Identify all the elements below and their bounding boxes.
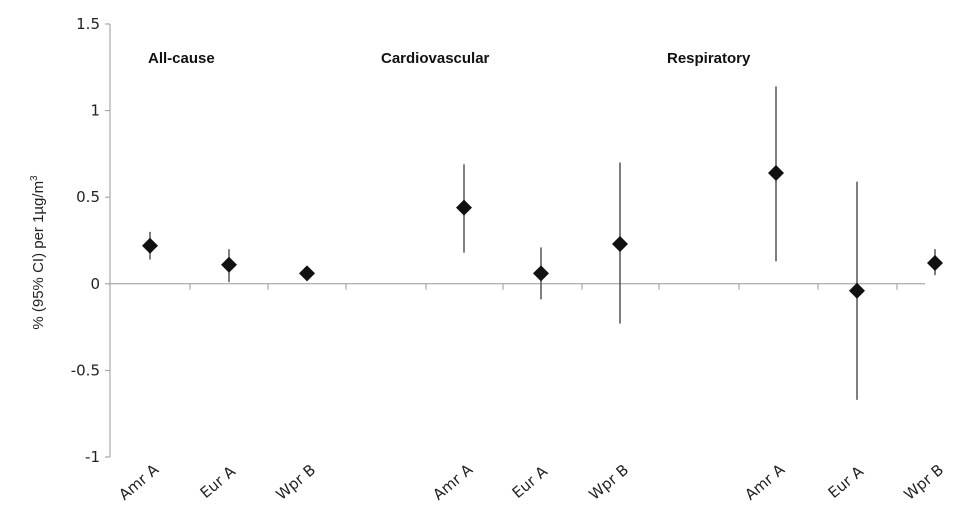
y-tick-label: 1.5 <box>76 15 100 33</box>
x-tick-label: Eur A <box>509 462 552 502</box>
x-tick-label: Wpr B <box>273 461 319 504</box>
x-axis <box>110 283 925 290</box>
x-tick-label: Wpr B <box>586 461 632 504</box>
y-axis-title-superscript: 3 <box>29 175 40 181</box>
estimate-marker <box>533 265 549 282</box>
y-axis-title-text: % (95% CI) per 1µg/m <box>30 181 47 330</box>
x-tick-label: Amr A <box>115 460 162 504</box>
group-label: All-cause <box>148 50 215 67</box>
group-label: Cardiovascular <box>381 50 490 67</box>
y-tick-label: -0.5 <box>71 361 100 379</box>
estimate-marker <box>221 256 237 273</box>
y-axis: 1.5 1 0.5 0 -0.5 -1 <box>71 15 111 466</box>
group-label: Respiratory <box>667 50 751 67</box>
estimate-marker <box>612 235 628 252</box>
y-axis-label: % (95% CI) per 1µg/m3 <box>29 175 47 330</box>
x-tick-labels: Amr A Eur A Wpr B Amr A Eur A Wpr B Amr A Eur A… <box>115 460 947 504</box>
x-tick-label: Eur A <box>197 462 240 502</box>
x-tick-label: Amr A <box>741 460 788 504</box>
group-labels: All-cause Cardiovascular Respiratory <box>148 50 751 67</box>
estimate-marker <box>142 237 158 254</box>
markers <box>142 164 943 299</box>
y-tick-label: 1 <box>90 102 100 120</box>
errorbars <box>149 86 936 400</box>
y-axis-title: % (95% CI) per 1µg/m3 <box>29 175 47 330</box>
y-tick-label: 0 <box>90 275 100 293</box>
y-tick-label: -1 <box>85 448 100 466</box>
x-tick-label: Eur A <box>825 462 868 502</box>
x-tick-label: Amr A <box>429 460 476 504</box>
estimate-marker <box>456 199 472 216</box>
estimate-marker <box>849 282 865 299</box>
estimate-marker <box>927 255 943 272</box>
y-tick-label: 0.5 <box>76 188 100 206</box>
estimate-marker <box>299 265 315 282</box>
estimate-marker <box>768 164 784 181</box>
x-tick-label: Wpr B <box>901 461 947 504</box>
